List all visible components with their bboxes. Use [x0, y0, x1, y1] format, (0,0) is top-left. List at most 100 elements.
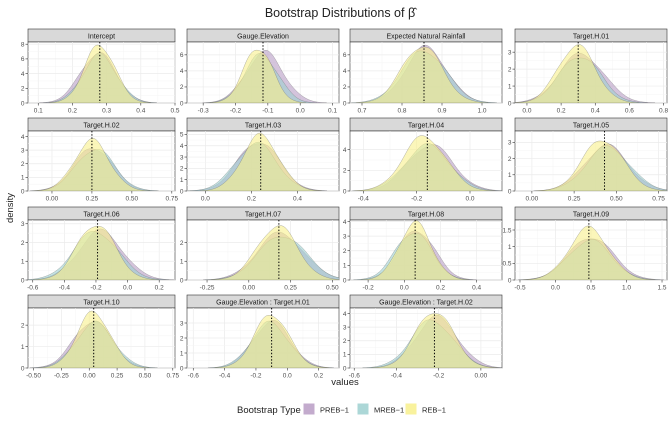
- density-reb1: [515, 44, 639, 103]
- y-tick-label: 0: [180, 100, 184, 107]
- legend-item-reb1: REB−1: [404, 402, 446, 416]
- density-reb1: [33, 225, 159, 280]
- density-reb1: [355, 46, 489, 103]
- y-tick-label: 4: [180, 143, 184, 150]
- y-tick-label: 3: [508, 140, 512, 147]
- x-tick-label: 0.4: [472, 285, 481, 292]
- density-reb1: [33, 138, 151, 191]
- panel-target-h-09: Target.H.09 -0.5 0.0 0.5 1.0 1.5 0 0.5 1 1.5: [502, 206, 668, 292]
- legend-swatch: [302, 402, 316, 416]
- x-tick-label: 0.2: [247, 196, 256, 203]
- x-tick-label: 0.00: [475, 373, 488, 380]
- y-tick-label: 0: [343, 277, 347, 284]
- y-tick-label: 2: [508, 66, 512, 73]
- x-tick-label: -0.6: [188, 373, 200, 380]
- y-tick-label: 2: [21, 161, 25, 168]
- panel-target-h-01: Target.H.01 0.0 0.2 0.4 0.6 0.8 0 1 2 3: [508, 28, 668, 115]
- y-tick-label: 0: [21, 277, 25, 284]
- panel-strip-label: Gauge.Elevation : Target.H.02: [379, 300, 473, 307]
- y-tick-label: 0: [343, 100, 347, 107]
- panel-densities: [515, 44, 656, 103]
- x-axis-label: values: [331, 377, 359, 388]
- x-tick-label: 0.75: [166, 373, 179, 380]
- x-tick-label: 0.2: [436, 285, 445, 292]
- panel-densities: [187, 132, 328, 191]
- y-tick-label: 0: [21, 365, 25, 372]
- panel-target-h-10: Target.H.10 -0.50 -0.25 0.00 0.25 0.50 0.75 0 1 2: [21, 294, 179, 380]
- y-tick-label: 0: [180, 188, 184, 195]
- x-tick-label: 0.25: [86, 196, 99, 203]
- panel-target-h-04: Target.H.04 -0.4 -0.2 0.0 0 2 4: [343, 117, 503, 203]
- x-tick-label: -0.2: [411, 196, 423, 203]
- x-tick-label: 0.2: [155, 285, 164, 292]
- y-tick-label: 6: [21, 56, 25, 63]
- x-tick-label: 0.5: [586, 285, 595, 292]
- y-tick-label: 2: [343, 84, 347, 91]
- y-tick-label: 8: [21, 42, 25, 49]
- x-tick-label: -0.2: [433, 373, 445, 380]
- panel-strip-label: Target.H.09: [573, 212, 609, 219]
- x-tick-label: 0.50: [126, 196, 139, 203]
- y-tick-label: 0: [21, 188, 25, 195]
- x-tick-label: 0.4: [591, 108, 600, 115]
- y-tick-label: 5: [180, 132, 184, 139]
- panel-strip-label: Gauge.Elevation: [237, 34, 289, 41]
- legend: Bootstrap Type PREB−1 MREB−1 REB−1: [237, 402, 446, 416]
- x-tick-label: 0.50: [326, 285, 339, 292]
- density-reb1: [199, 132, 322, 191]
- y-tick-label: 4: [21, 71, 25, 78]
- density-reb1: [214, 314, 329, 368]
- y-tick-label: 0: [180, 277, 184, 284]
- panel-strip-label: Target.H.07: [245, 212, 281, 219]
- y-tick-label: 0.5: [502, 261, 511, 268]
- x-tick-label: -0.6: [349, 373, 361, 380]
- y-tick-label: 3: [180, 154, 184, 161]
- x-tick-label: -0.4: [358, 196, 370, 203]
- panel-strip-label: Target.H.01: [573, 34, 609, 41]
- panel-strip-label: Intercept: [88, 34, 115, 41]
- y-tick-label: 4: [343, 68, 347, 75]
- y-tick-label: 2: [21, 322, 25, 329]
- y-tick-label: 2: [180, 84, 184, 91]
- y-tick-label: 6: [180, 52, 184, 59]
- y-tick-label: 2: [343, 248, 347, 255]
- y-tick-label: 0: [21, 100, 25, 107]
- x-tick-label: 0.8: [659, 108, 668, 115]
- panel-strip-label: Target.H.04: [408, 123, 444, 130]
- x-tick-label: 0.1: [328, 108, 337, 115]
- legend-label: PREB−1: [320, 406, 349, 415]
- x-tick-label: 0.75: [652, 196, 665, 203]
- x-tick-label: -0.5: [514, 285, 526, 292]
- panel-densities: [353, 220, 477, 280]
- x-tick-label: 0.00: [83, 373, 96, 380]
- panel-target-h-08: Target.H.08 -0.2 0.0 0.2 0.4 0 1 2 3 4: [343, 206, 503, 292]
- y-tick-label: 1: [21, 344, 25, 351]
- y-tick-label: 1: [343, 352, 347, 359]
- panel-densities: [203, 225, 339, 280]
- x-tick-label: 0.9: [437, 108, 446, 115]
- x-tick-label: -0.6: [27, 285, 39, 292]
- y-tick-label: 3: [21, 221, 25, 228]
- x-tick-label: -0.4: [219, 373, 231, 380]
- density-reb1: [535, 140, 667, 191]
- panel-strip-label: Gauge.Elevation : Target.H.01: [216, 300, 310, 307]
- panel-gauge-elevation: Gauge.Elevation -0.3 -0.2 -0.1 0.0 0.1 0 2 4 6: [180, 28, 340, 115]
- y-tick-label: 3: [343, 324, 347, 331]
- y-tick-label: 0: [508, 188, 512, 195]
- panel-target-h-02: Target.H.02 0.00 0.25 0.50 0.75 0 1 2 3 4: [21, 117, 179, 203]
- y-tick-label: 0: [343, 188, 347, 195]
- y-tick-label: 2: [21, 86, 25, 93]
- x-tick-label: 0.25: [111, 373, 124, 380]
- x-tick-label: 0.75: [165, 196, 178, 203]
- y-tick-label: 4: [21, 134, 25, 141]
- legend-item-preb1: PREB−1: [302, 402, 349, 416]
- x-tick-label: 0.0: [465, 196, 474, 203]
- x-tick-label: 1.5: [658, 285, 667, 292]
- y-tick-label: 2: [508, 156, 512, 163]
- x-tick-label: -0.2: [230, 108, 242, 115]
- legend-items: PREB−1 MREB−1 REB−1: [302, 402, 446, 416]
- y-tick-label: 2: [180, 240, 184, 247]
- density-reb1: [209, 49, 307, 103]
